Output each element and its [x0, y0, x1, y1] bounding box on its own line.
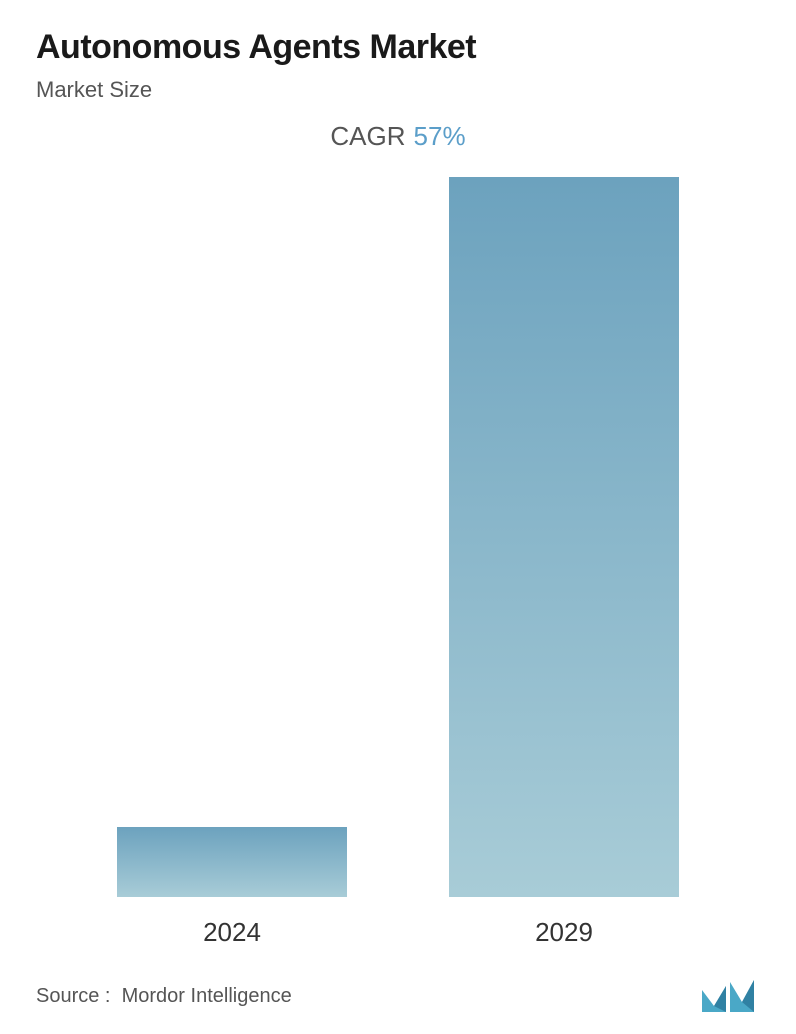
bar-2024 [117, 827, 347, 897]
chart-footer: Source : Mordor Intelligence [36, 978, 760, 1014]
cagr-value: 57% [414, 121, 466, 151]
chart-subtitle: Market Size [36, 77, 760, 103]
source-label: Source : [36, 985, 110, 1007]
brand-logo-icon [700, 978, 756, 1014]
cagr-row: CAGR 57% [36, 121, 760, 152]
bar-group-2029: 2029 [444, 177, 684, 948]
cagr-label: CAGR [330, 121, 405, 151]
bar-chart: 2024 2029 [36, 160, 760, 948]
bar-label-2029: 2029 [535, 917, 593, 948]
page-title: Autonomous Agents Market [36, 28, 760, 67]
bar-group-2024: 2024 [112, 827, 352, 948]
source-text: Source : Mordor Intelligence [36, 985, 292, 1008]
bar-label-2024: 2024 [203, 917, 261, 948]
chart-container: Autonomous Agents Market Market Size CAG… [0, 0, 796, 1034]
source-name: Mordor Intelligence [122, 985, 292, 1007]
bar-2029 [449, 177, 679, 897]
